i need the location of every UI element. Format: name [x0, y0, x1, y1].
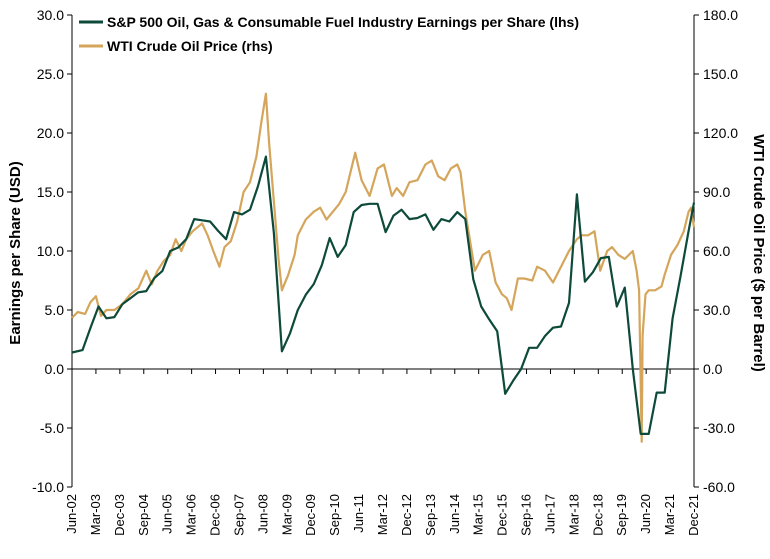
x-tick-label: Dec-12 — [399, 494, 414, 536]
x-tick-label: Mar-12 — [375, 494, 390, 535]
right-tick-label: 60.0 — [703, 243, 730, 259]
left-tick-label: 20.0 — [37, 125, 64, 141]
left-tick-label: 30.0 — [37, 7, 64, 23]
x-tick-label: Mar-09 — [279, 494, 294, 535]
right-tick-label: 180.0 — [703, 7, 738, 23]
legend-label-eps: S&P 500 Oil, Gas & Consumable Fuel Indus… — [107, 14, 579, 30]
eps-series-line — [71, 155, 696, 435]
x-tick-label: Mar-06 — [184, 494, 199, 535]
left-tick-label: 10.0 — [37, 243, 64, 259]
axes — [71, 15, 695, 487]
x-tick-label: Mar-18 — [566, 494, 581, 535]
left-tick-label: 25.0 — [37, 66, 64, 82]
x-tick-label: Jun-05 — [160, 494, 175, 534]
x-tick-label: Sep-13 — [423, 494, 438, 536]
left-tick-label: 0.0 — [45, 361, 65, 377]
x-tick-label: Sep-07 — [231, 494, 246, 536]
x-tick-label: Mar-03 — [88, 494, 103, 535]
left-tick-label: -10.0 — [32, 479, 64, 495]
right-tick-label: -60.0 — [703, 479, 735, 495]
left-axis-title: Earnings per Share (USD) — [7, 161, 24, 344]
right-tick-label: 30.0 — [703, 302, 730, 318]
x-tick-label: Dec-06 — [208, 494, 223, 536]
x-tick-label: Jun-17 — [542, 494, 557, 534]
x-tick-label: Dec-21 — [686, 494, 701, 536]
x-tick-label: Dec-18 — [590, 494, 605, 536]
x-tick-label: Jun-02 — [64, 494, 79, 534]
legend-label-wti: WTI Crude Oil Price (rhs) — [107, 38, 273, 54]
x-tick-label: Sep-10 — [327, 494, 342, 536]
x-tick-label: Mar-21 — [662, 494, 677, 535]
series-layer — [71, 92, 696, 443]
x-tick-label: Jun-08 — [255, 494, 270, 534]
x-tick-label: Sep-19 — [614, 494, 629, 536]
x-tick-label: Jun-20 — [638, 494, 653, 534]
wti-series-line — [71, 92, 696, 443]
right-tick-label: 150.0 — [703, 66, 738, 82]
left-tick-label: 5.0 — [45, 302, 65, 318]
left-tick-label: 15.0 — [37, 184, 64, 200]
right-tick-label: 0.0 — [703, 361, 723, 377]
left-tick-label: -5.0 — [40, 420, 64, 436]
x-tick-label: Sep-04 — [136, 494, 151, 536]
right-axis-title: WTI Crude Oil Price ($ per Barrel) — [750, 134, 767, 372]
x-tick-label: Sep-16 — [519, 494, 534, 536]
legend: S&P 500 Oil, Gas & Consumable Fuel Indus… — [79, 14, 579, 54]
right-axis-ticks: 180.0 150.0 120.0 90.0 60.0 30.0 0.0 -30.0 -60.0 — [694, 7, 738, 495]
x-tick-label: Dec-15 — [495, 494, 510, 536]
right-tick-label: 120.0 — [703, 125, 738, 141]
right-tick-label: 90.0 — [703, 184, 730, 200]
x-tick-label: Jun-14 — [447, 494, 462, 534]
x-tick-label: Dec-03 — [112, 494, 127, 536]
right-tick-label: -30.0 — [703, 420, 735, 436]
x-axis-ticks: Jun-02 Mar-03 Dec-03 Sep-04 Jun-05 Mar-06 Dec-… — [64, 369, 701, 536]
x-tick-label: Mar-15 — [471, 494, 486, 535]
x-tick-label: Dec-09 — [303, 494, 318, 536]
x-tick-label: Jun-11 — [351, 494, 366, 533]
left-axis-ticks: 30.0 25.0 20.0 15.0 10.0 5.0 0.0 -5.0 -10.0 — [32, 7, 72, 495]
